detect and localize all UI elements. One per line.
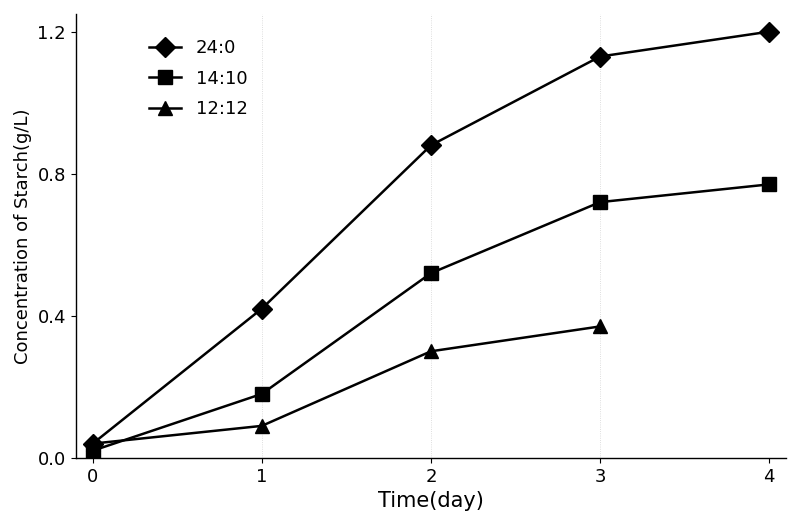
24:0 (257, 306, 266, 312)
X-axis label: Time(day): Time(day) (378, 491, 484, 511)
12:12 (426, 348, 436, 354)
14:10 (426, 270, 436, 276)
14:10 (764, 181, 774, 187)
14:10 (257, 391, 266, 397)
Line: 12:12: 12:12 (86, 320, 607, 450)
Legend: 24:0, 14:10, 12:12: 24:0, 14:10, 12:12 (142, 32, 255, 125)
24:0 (426, 142, 436, 149)
14:10 (88, 448, 98, 454)
24:0 (595, 54, 605, 60)
Line: 24:0: 24:0 (86, 25, 776, 450)
24:0 (88, 440, 98, 447)
12:12 (88, 440, 98, 447)
24:0 (764, 28, 774, 35)
Line: 14:10: 14:10 (86, 177, 776, 458)
12:12 (595, 323, 605, 330)
12:12 (257, 423, 266, 429)
14:10 (595, 199, 605, 205)
Y-axis label: Concentration of Starch(g/L): Concentration of Starch(g/L) (14, 108, 32, 364)
